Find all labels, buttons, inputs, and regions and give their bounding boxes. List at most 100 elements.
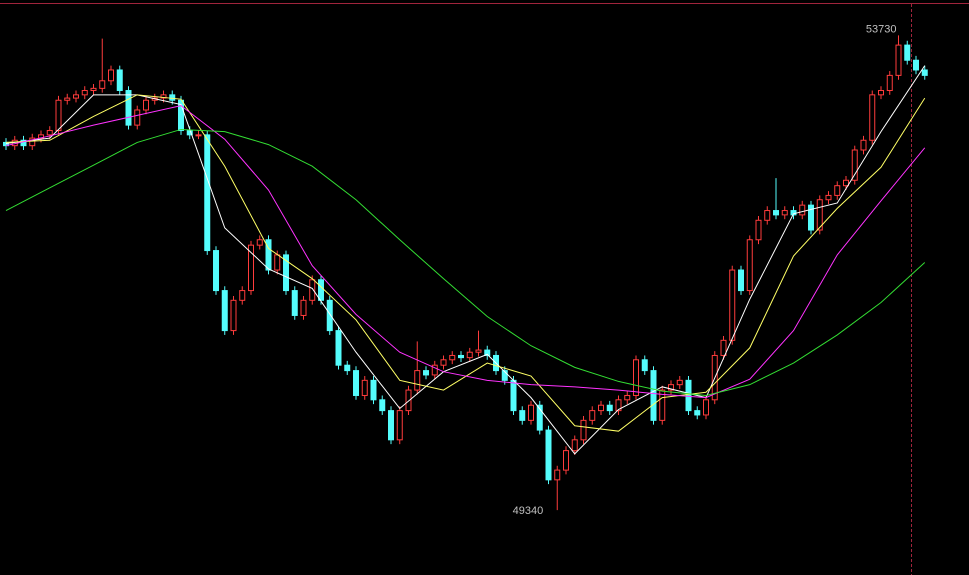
candle-body <box>134 109 141 126</box>
candle-body <box>501 370 508 381</box>
candle-body <box>519 410 526 421</box>
candle-body <box>475 349 482 353</box>
candle-body <box>598 404 604 412</box>
candle-body <box>825 194 832 201</box>
candle-body <box>449 354 456 361</box>
candle-body <box>213 250 219 292</box>
candle-body <box>484 349 491 356</box>
candle-body <box>528 404 534 421</box>
candle-body <box>816 199 823 231</box>
labels: 53730 49340 <box>513 23 897 517</box>
candle-body <box>624 394 631 401</box>
candle-body <box>554 469 561 481</box>
candle-body <box>283 254 289 292</box>
candle-body <box>851 149 858 181</box>
candle-body <box>878 90 884 96</box>
candle-body <box>869 94 876 141</box>
candle-body <box>466 351 473 359</box>
candle-body <box>431 364 438 376</box>
candle-body <box>773 210 779 216</box>
candle-body <box>799 204 806 216</box>
candle-body <box>668 384 674 391</box>
candle-body <box>309 279 316 301</box>
candle-body <box>755 219 762 241</box>
candle-body <box>536 404 543 431</box>
candle-body <box>55 99 62 132</box>
candle-body <box>29 137 36 147</box>
candle-body <box>326 299 333 332</box>
candle-body <box>563 450 569 471</box>
candle-body <box>886 74 893 92</box>
candle-body <box>405 389 412 412</box>
candle-body <box>125 90 132 126</box>
candle-body <box>764 210 771 221</box>
candle-body <box>379 399 386 412</box>
candle-body <box>169 94 176 101</box>
candle-body <box>396 410 403 441</box>
candle-body <box>676 379 683 386</box>
candle-body <box>659 389 666 421</box>
candle-body <box>90 87 97 92</box>
candle-body <box>73 94 79 99</box>
candle-body <box>291 290 298 316</box>
candle-body <box>353 370 359 396</box>
candle-body <box>143 99 149 111</box>
candle-body <box>274 254 281 271</box>
candle-body <box>204 134 211 252</box>
candle-body <box>440 359 447 366</box>
candle-body <box>248 244 254 292</box>
candle-body <box>746 239 753 292</box>
moving-average-line <box>5 65 926 455</box>
candle-body <box>81 90 88 96</box>
candles <box>3 35 928 511</box>
candle-body <box>108 69 114 82</box>
candle-body <box>921 69 928 76</box>
candle-body <box>703 399 709 416</box>
min-label: 49340 <box>513 505 544 517</box>
candle-body <box>221 290 228 332</box>
candle-body <box>510 379 517 412</box>
candle-body <box>256 239 263 246</box>
candle-body <box>641 359 648 372</box>
candle-body <box>239 290 246 301</box>
moving-average-line <box>5 94 926 432</box>
candle-body <box>913 59 919 71</box>
candle-body <box>361 379 368 396</box>
moving-average-line <box>5 128 926 396</box>
moving-averages <box>5 65 926 455</box>
candle-body <box>895 44 902 76</box>
candle-body <box>738 269 744 292</box>
candle-body <box>116 69 123 92</box>
candle-body <box>230 299 237 332</box>
candle-body <box>64 97 71 101</box>
candle-body <box>834 185 841 196</box>
candle-body <box>318 279 324 301</box>
candle-body <box>178 99 184 132</box>
candle-body <box>344 364 351 372</box>
candle-body <box>615 399 622 412</box>
candle-body <box>423 370 429 376</box>
candle-body <box>580 419 587 441</box>
candle-body <box>46 130 53 136</box>
candle-body <box>265 239 272 271</box>
candle-body <box>388 410 394 441</box>
candle-body <box>860 139 867 151</box>
candle-body <box>545 429 552 481</box>
candle-body <box>685 379 692 412</box>
candle-body <box>650 370 657 421</box>
candle-body <box>694 410 701 416</box>
candle-body <box>160 94 167 99</box>
candle-body <box>904 44 911 61</box>
candle-body <box>606 404 613 412</box>
candle-body <box>808 204 814 231</box>
candle-body <box>843 179 849 187</box>
candle-body <box>720 339 727 356</box>
moving-average-line <box>5 105 926 399</box>
candle-body <box>729 269 736 341</box>
candle-body <box>195 134 202 137</box>
candle-body <box>633 359 639 396</box>
candle-body <box>414 370 421 391</box>
